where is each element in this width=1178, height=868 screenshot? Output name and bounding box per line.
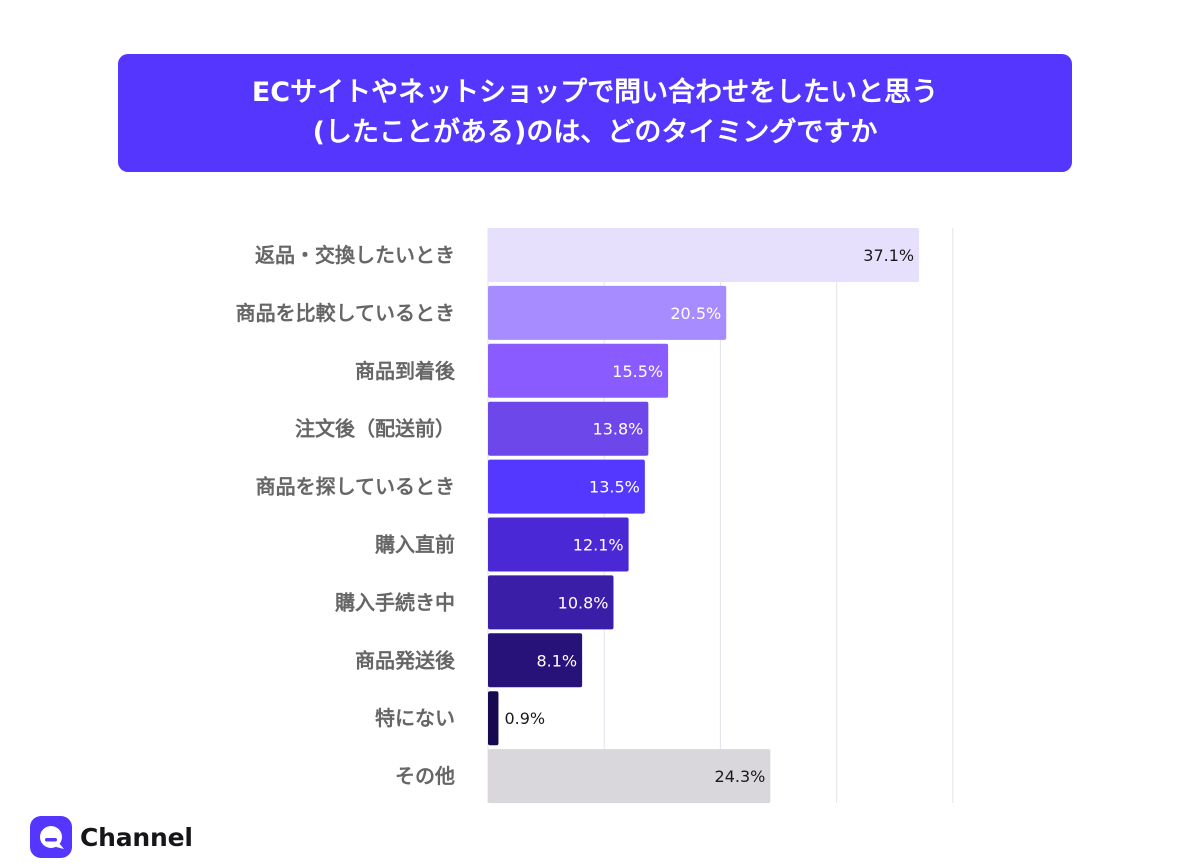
data-label: 37.1% <box>863 246 914 265</box>
bar <box>488 343 669 398</box>
category-label: 返品・交換したいとき <box>255 243 455 267</box>
data-label: 0.9% <box>504 709 545 728</box>
bar <box>488 401 649 456</box>
channel-talk-logo-icon <box>30 816 72 858</box>
data-label: 24.3% <box>715 767 766 786</box>
bar <box>488 517 629 572</box>
brand-logo: Channel <box>30 816 193 858</box>
bar <box>488 575 614 630</box>
category-label: 注文後（配送前） <box>295 417 455 441</box>
data-label: 10.8% <box>558 593 609 612</box>
category-label: その他 <box>395 764 455 788</box>
category-label: 購入手続き中 <box>335 590 455 614</box>
category-label: 購入直前 <box>375 533 455 557</box>
bar <box>488 749 771 804</box>
category-label: 商品到着後 <box>355 359 456 383</box>
chart-title-banner: ECサイトやネットショップで問い合わせをしたいと思う (したことがある)のは、ど… <box>118 54 1072 172</box>
category-label: 商品を探しているとき <box>256 475 455 499</box>
bar <box>488 691 499 746</box>
bar <box>488 228 920 282</box>
category-label: 特にない <box>375 706 455 730</box>
category-label: 商品を比較しているとき <box>236 301 455 325</box>
data-label: 12.1% <box>573 536 624 555</box>
data-label: 13.8% <box>593 420 644 439</box>
data-label: 13.5% <box>589 478 640 497</box>
bar <box>488 459 645 514</box>
data-label: 20.5% <box>670 304 721 323</box>
bar <box>488 285 727 340</box>
bar <box>488 633 583 688</box>
category-label: 商品発送後 <box>355 648 456 672</box>
data-label: 15.5% <box>612 362 663 381</box>
chart-title-line-1: ECサイトやネットショップで問い合わせをしたいと思う <box>251 77 939 108</box>
brand-name: Channel <box>80 822 193 852</box>
data-label: 8.1% <box>536 651 577 670</box>
chart-title-line-2: (したことがある)のは、どのタイミングですか <box>312 117 878 148</box>
